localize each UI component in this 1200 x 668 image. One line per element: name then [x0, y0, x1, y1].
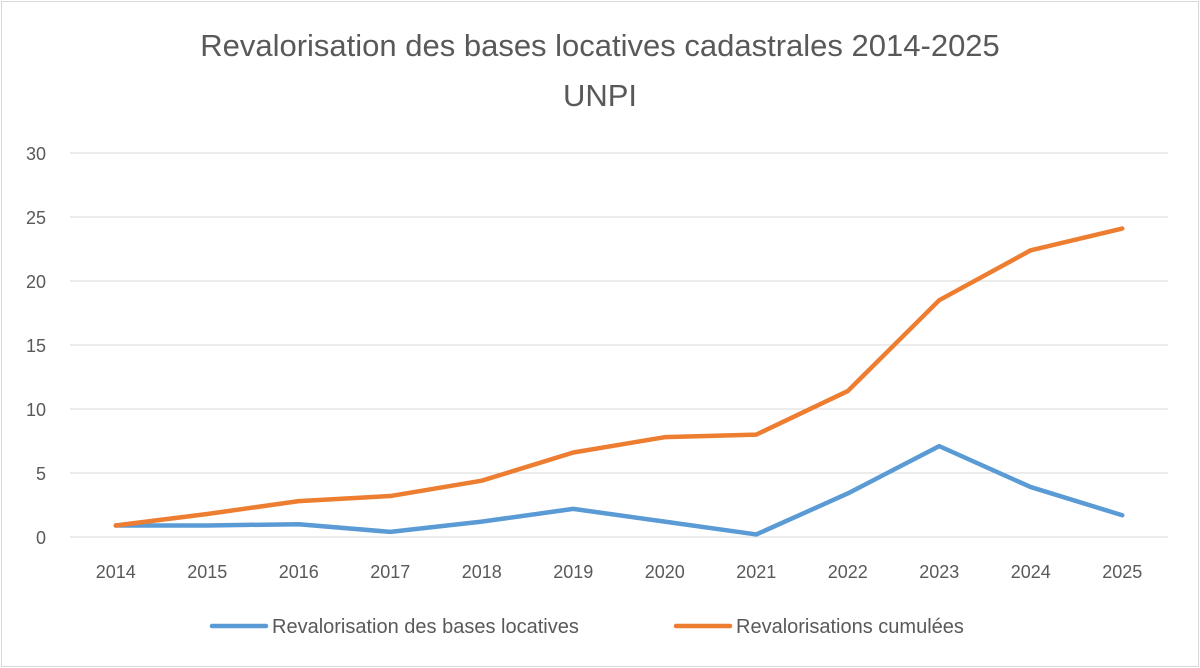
y-tick-label: 20 — [26, 272, 46, 292]
x-tick-label: 2021 — [736, 562, 776, 582]
y-tick-label: 10 — [26, 400, 46, 420]
chart-subtitle: UNPI — [562, 78, 638, 113]
x-tick-label: 2020 — [645, 562, 685, 582]
x-tick-label: 2015 — [187, 562, 227, 582]
x-tick-label: 2024 — [1011, 562, 1051, 582]
x-tick-label: 2017 — [370, 562, 410, 582]
series-line-2 — [113, 226, 1125, 528]
x-tick-label: 2023 — [919, 562, 959, 582]
legend-label: Revalorisations cumulées — [736, 616, 964, 638]
x-tick-label: 2025 — [1102, 562, 1142, 582]
y-tick-label: 30 — [26, 144, 46, 164]
x-tick-label: 2014 — [96, 562, 136, 582]
series-line-1 — [113, 443, 1125, 537]
y-tick-label: 0 — [36, 528, 46, 548]
x-tick-label: 2019 — [553, 562, 593, 582]
y-tick-label: 25 — [26, 208, 46, 228]
x-tick-label: 2016 — [279, 562, 319, 582]
y-tick-label: 15 — [26, 336, 46, 356]
x-tick-label: 2022 — [828, 562, 868, 582]
y-tick-label: 5 — [36, 464, 46, 484]
x-tick-label: 2018 — [462, 562, 502, 582]
legend-label: Revalorisation des bases locatives — [272, 616, 579, 638]
chart-title: Revalorisation des bases locatives cadas… — [200, 28, 1000, 63]
